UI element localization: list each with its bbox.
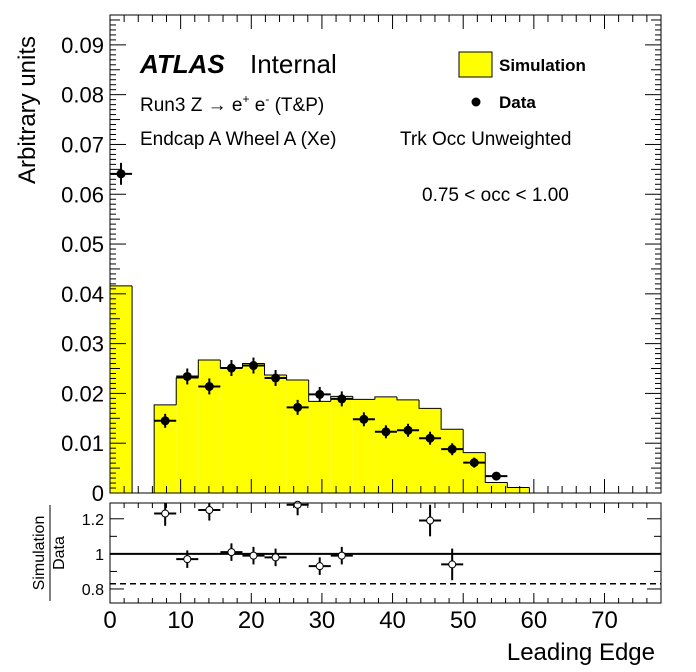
ratio-point [205,506,214,515]
simulation-bar [176,377,199,493]
data-point [403,425,413,435]
data-point [182,371,192,381]
simulation-bar [242,363,265,493]
data-point [469,458,479,468]
data-point [248,361,258,371]
data-point [271,373,281,383]
y-tick-label: 0 [92,481,104,506]
y-tick-label: 0.01 [61,431,104,456]
legend-data-label: Data [499,93,536,112]
process-main: Run3 Z → e [140,95,242,116]
data-point [204,381,214,391]
data-point [293,402,303,412]
data-point [381,427,391,437]
process-end: (T&P) [269,95,324,116]
legend-data-marker [471,97,481,107]
data-point [315,389,325,399]
process-sup-plus: + [242,92,249,106]
simulation-bar [286,379,309,493]
ratio-point [337,551,346,560]
simulation-bar [419,408,442,493]
ratio-point [227,548,236,557]
ratio-point [161,509,170,518]
simulation-bar [485,482,508,493]
y-axis-title: Arbitrary units [14,36,41,184]
ratio-denominator-label: Data [51,536,68,570]
ratio-y-axis-title: Simulation Data [31,505,68,601]
simulation-bar [308,401,331,493]
process-mid: e [249,95,265,116]
legend-simulation-swatch [458,51,493,78]
internal-label: Internal [250,49,337,79]
simulation-bar [330,396,353,493]
x-tick-label: 20 [238,607,265,634]
y-tick-label: 0.07 [61,132,104,157]
simulation-bar [441,429,464,493]
data-point [425,433,435,443]
x-tick-label: 60 [520,607,547,634]
weighting-label: Trk Occ Unweighted [400,129,571,150]
x-tick-label: 30 [309,607,336,634]
ratio-point [426,516,435,525]
process-label: Run3 Z → e+ e- (T&P) [140,92,324,116]
simulation-bar [154,404,177,493]
y-tick-label: 0.06 [61,182,104,207]
simulation-bar [352,399,375,493]
region-label: Endcap A Wheel A (Xe) [140,129,336,150]
data-points [109,162,508,481]
simulation-bar [198,360,221,493]
data-point [447,444,457,454]
ratio-plot-frame [109,502,662,604]
ratio-point [293,500,302,509]
simulation-bar [507,487,530,493]
ratio-axes-ticks: 0.8 1 1.2 [82,512,661,599]
x-tick-label: 40 [379,607,406,634]
ratio-y-tick-label: 1 [95,547,104,564]
x-tick-label: 10 [167,607,194,634]
x-axis-title: Leading Edge [507,639,655,666]
simulation-bar [374,396,397,493]
ratio-y-tick-label: 0.8 [82,582,104,599]
data-point [359,414,369,424]
data-point [160,416,170,426]
y-tick-label: 0.09 [61,33,104,58]
ratio-reference-lines [110,552,661,585]
y-tick-label: 0.04 [61,282,104,307]
simulation-bar [396,399,420,493]
data-point [226,363,236,373]
y-tick-label: 0.05 [61,232,104,257]
y-tick-label: 0.03 [61,332,104,357]
ratio-point [448,560,457,569]
legend-simulation-label: Simulation [499,56,586,75]
data-point [116,169,126,179]
ratio-point [249,551,258,560]
ratio-point [315,562,324,571]
y-tick-label: 0.08 [61,83,104,108]
ratio-y-tick-label: 1.2 [82,512,104,529]
simulation-bar [220,368,243,493]
legend: Simulation Data [458,51,586,112]
simulation-bar [110,285,133,493]
occupancy-cut-label: 0.75 < occ < 1.00 [422,185,569,206]
x-tick-label: 50 [450,607,477,634]
data-point [491,471,501,481]
ratio-point [271,553,280,562]
process-sup-minus: - [265,92,269,106]
x-tick-label: 0 [103,607,116,634]
ratio-point [183,555,192,564]
x-tick-label: 70 [591,607,618,634]
data-point [337,394,347,404]
y-tick-label: 0.02 [61,381,104,406]
simulation-bar [264,374,287,493]
atlas-label: ATLAS [139,49,225,79]
ratio-numerator-label: Simulation [31,516,48,591]
